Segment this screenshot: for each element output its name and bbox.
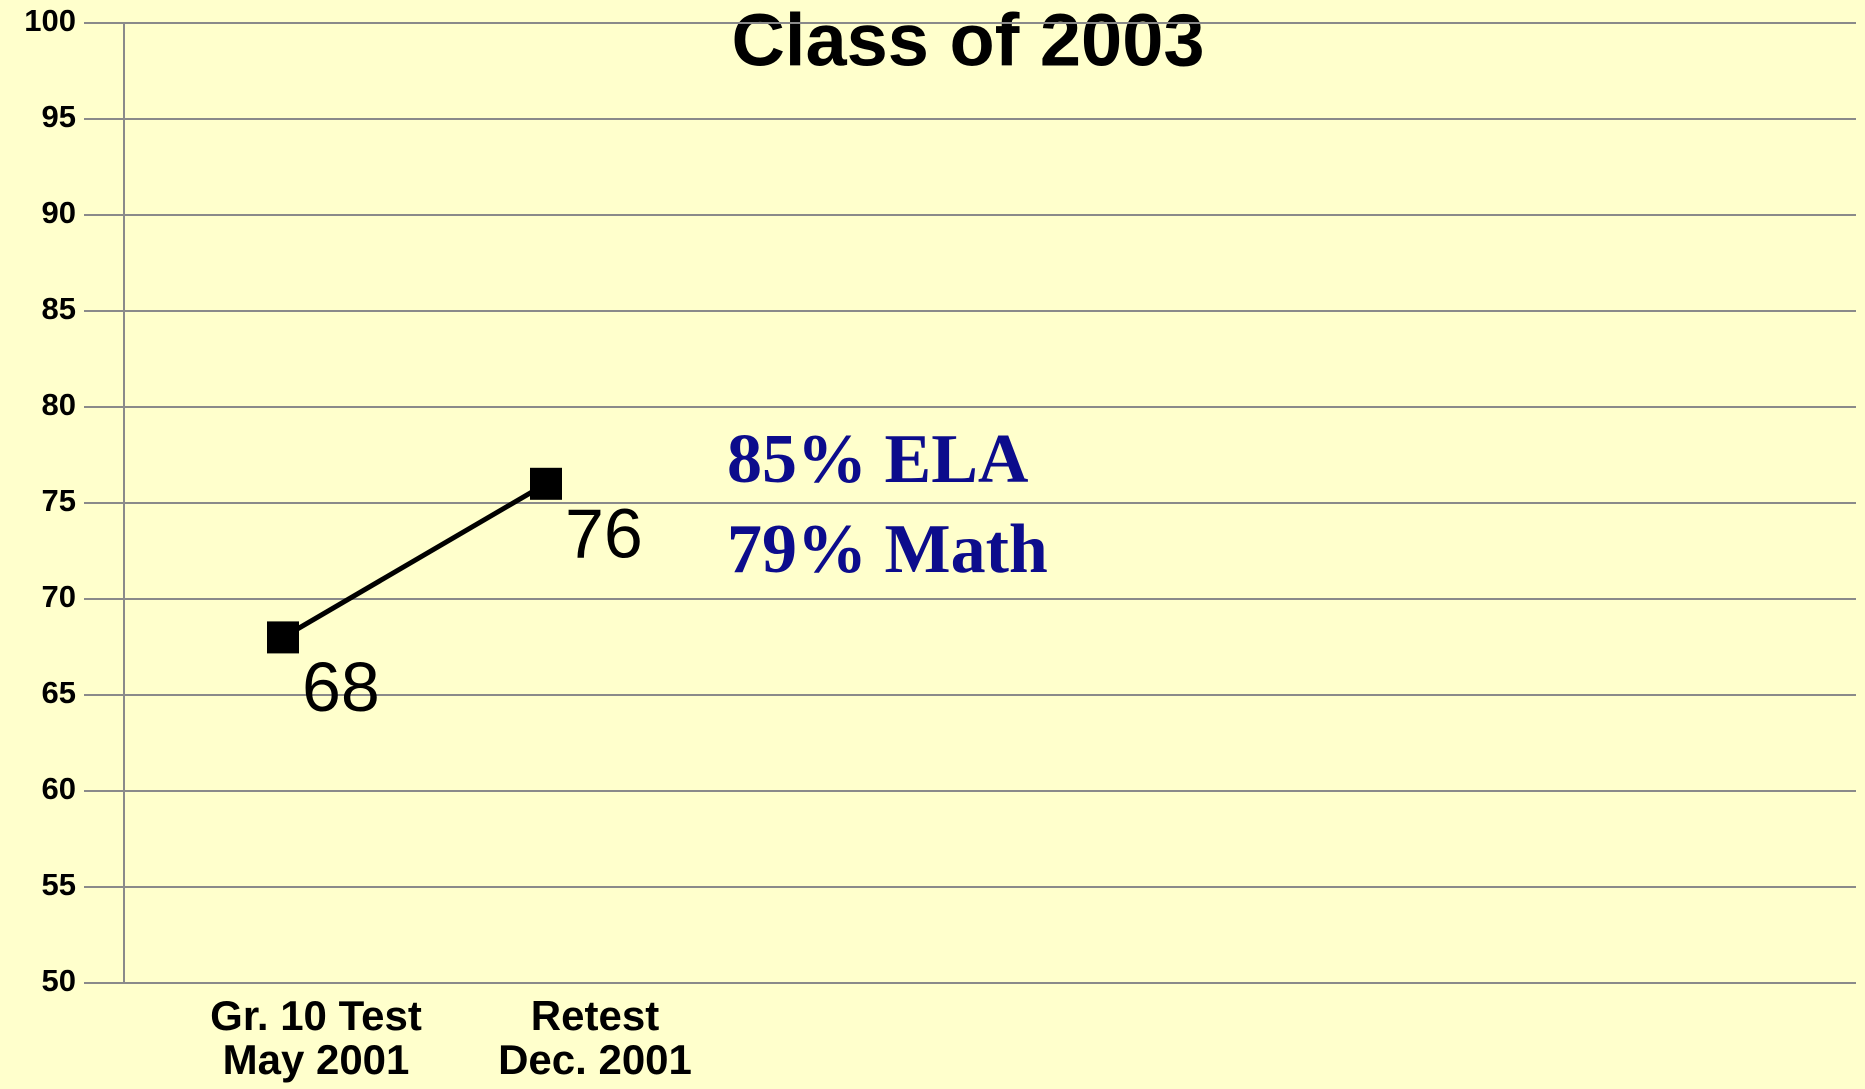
y-tick-label: 100 bbox=[24, 3, 76, 38]
data-label: 68 bbox=[302, 648, 380, 726]
y-tick-label: 95 bbox=[42, 99, 76, 134]
y-tick-label: 80 bbox=[42, 387, 76, 422]
marker bbox=[267, 621, 299, 654]
annotation: 85% ELA bbox=[727, 421, 1029, 498]
data-label: 76 bbox=[565, 494, 643, 572]
x-tick-label: Gr. 10 Test bbox=[210, 992, 422, 1039]
chart-title: Class of 2003 bbox=[731, 0, 1204, 82]
y-tick-label: 50 bbox=[42, 963, 76, 998]
y-tick-label: 55 bbox=[42, 867, 76, 902]
y-tick-label: 60 bbox=[42, 771, 76, 806]
x-tick-label: Dec. 2001 bbox=[498, 1036, 692, 1083]
y-tick-label: 65 bbox=[42, 675, 76, 710]
y-tick-label: 75 bbox=[42, 483, 76, 518]
series-line bbox=[281, 481, 548, 640]
annotation: 79% Math bbox=[727, 511, 1048, 588]
y-tick-label: 85 bbox=[42, 291, 76, 326]
y-tick-label: 90 bbox=[42, 195, 76, 230]
marker bbox=[530, 467, 562, 500]
y-tick-label: 70 bbox=[42, 579, 76, 614]
x-tick-label: May 2001 bbox=[223, 1036, 410, 1083]
x-tick-label: Retest bbox=[531, 992, 659, 1039]
